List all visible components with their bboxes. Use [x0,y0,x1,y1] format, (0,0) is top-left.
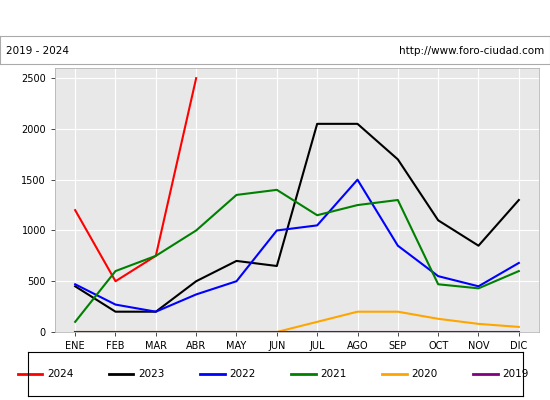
Text: 2022: 2022 [229,369,256,379]
Text: 2024: 2024 [47,369,74,379]
Text: Evolucion Nº Turistas Nacionales en el municipio de Darnius: Evolucion Nº Turistas Nacionales en el m… [50,12,501,24]
Text: 2023: 2023 [139,369,165,379]
Text: 2019: 2019 [503,369,529,379]
Text: 2021: 2021 [321,369,347,379]
Text: 2019 - 2024: 2019 - 2024 [6,46,69,56]
Text: 2020: 2020 [411,369,438,379]
Text: http://www.foro-ciudad.com: http://www.foro-ciudad.com [399,46,544,56]
